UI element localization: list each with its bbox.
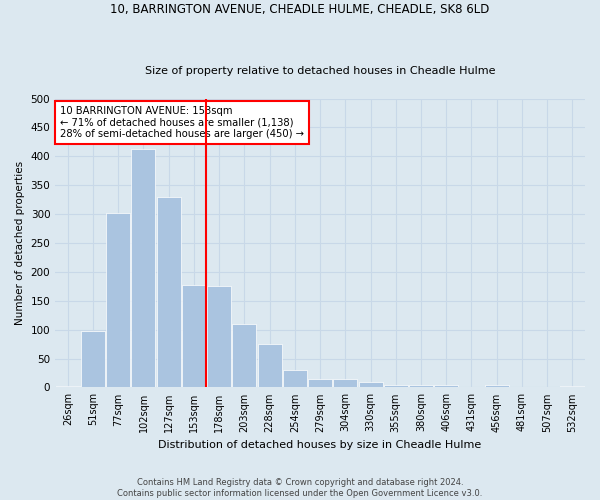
- Bar: [56, 386, 80, 388]
- Title: Size of property relative to detached houses in Cheadle Hulme: Size of property relative to detached ho…: [145, 66, 496, 76]
- Bar: [157, 196, 181, 388]
- Bar: [384, 385, 408, 388]
- Bar: [359, 382, 383, 388]
- Bar: [283, 370, 307, 388]
- Text: 10 BARRINGTON AVENUE: 153sqm
← 71% of detached houses are smaller (1,138)
28% of: 10 BARRINGTON AVENUE: 153sqm ← 71% of de…: [61, 106, 304, 139]
- Text: Contains HM Land Registry data © Crown copyright and database right 2024.
Contai: Contains HM Land Registry data © Crown c…: [118, 478, 482, 498]
- Bar: [131, 149, 155, 388]
- Y-axis label: Number of detached properties: Number of detached properties: [15, 161, 25, 325]
- Bar: [460, 387, 484, 388]
- Bar: [81, 331, 105, 388]
- Bar: [434, 385, 458, 388]
- Bar: [257, 344, 281, 388]
- Text: 10, BARRINGTON AVENUE, CHEADLE HULME, CHEADLE, SK8 6LD: 10, BARRINGTON AVENUE, CHEADLE HULME, CH…: [110, 2, 490, 16]
- Bar: [409, 385, 433, 388]
- Bar: [106, 214, 130, 388]
- Bar: [207, 286, 231, 388]
- Bar: [182, 284, 206, 388]
- Bar: [510, 387, 534, 388]
- Bar: [535, 387, 559, 388]
- Bar: [485, 384, 509, 388]
- Bar: [334, 379, 357, 388]
- Bar: [232, 324, 256, 388]
- Bar: [308, 379, 332, 388]
- X-axis label: Distribution of detached houses by size in Cheadle Hulme: Distribution of detached houses by size …: [158, 440, 482, 450]
- Bar: [560, 386, 584, 388]
